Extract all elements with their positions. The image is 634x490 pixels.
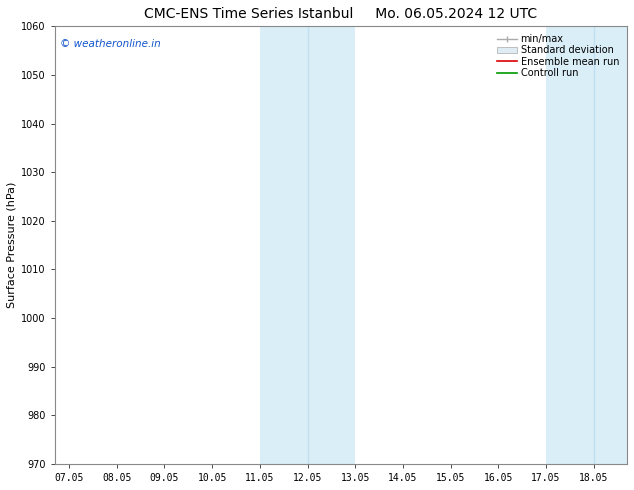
Bar xyxy=(546,26,627,464)
Bar xyxy=(260,26,307,464)
Legend: min/max, Standard deviation, Ensemble mean run, Controll run: min/max, Standard deviation, Ensemble me… xyxy=(493,30,623,82)
Title: CMC-ENS Time Series Istanbul     Mo. 06.05.2024 12 UTC: CMC-ENS Time Series Istanbul Mo. 06.05.2… xyxy=(145,7,538,21)
Text: © weatheronline.in: © weatheronline.in xyxy=(60,39,161,49)
Bar xyxy=(307,26,355,464)
Y-axis label: Surface Pressure (hPa): Surface Pressure (hPa) xyxy=(7,182,17,308)
